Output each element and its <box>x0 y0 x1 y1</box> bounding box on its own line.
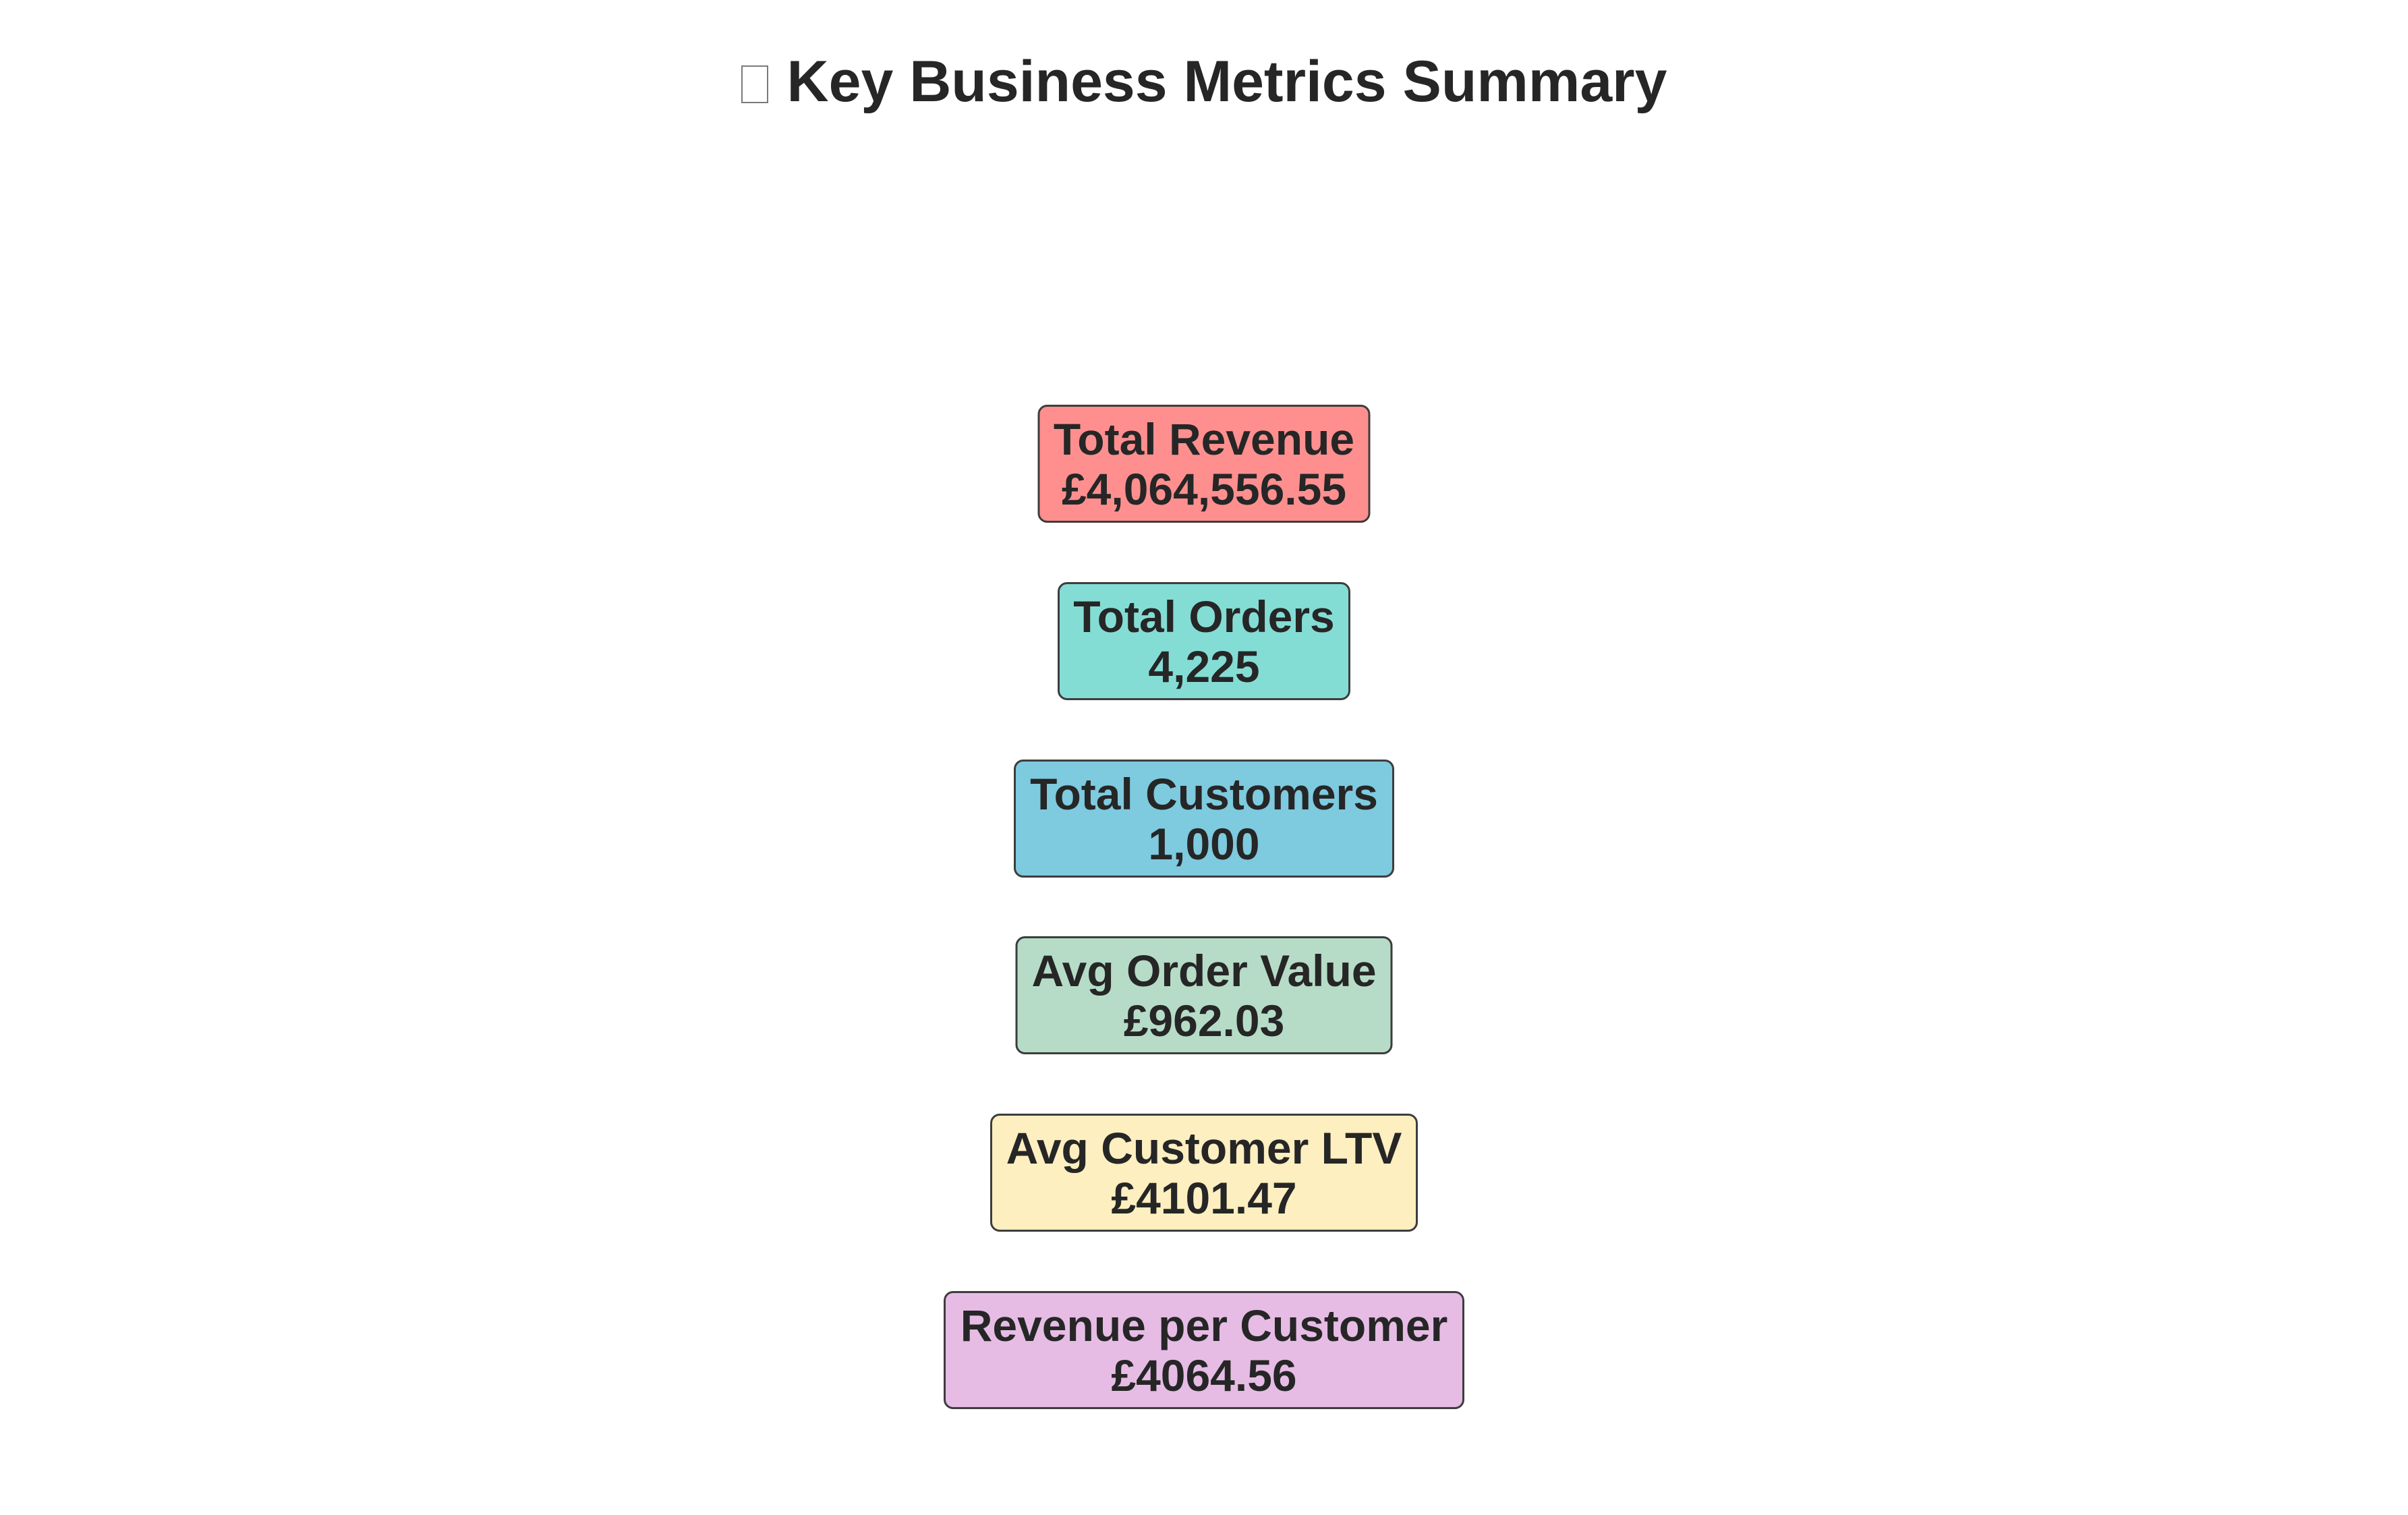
metric-value: £962.03 <box>1123 995 1285 1046</box>
metric-label: Total Customers <box>1030 768 1378 819</box>
metric-card-total-customers: Total Customers 1,000 <box>1014 760 1394 878</box>
metric-label: Total Revenue <box>1053 413 1355 464</box>
metric-value: £4064.56 <box>1111 1350 1297 1400</box>
metric-label: Avg Order Value <box>1031 945 1377 996</box>
metric-value: £4,064,556.55 <box>1061 463 1347 514</box>
metric-value: £4101.47 <box>1111 1172 1297 1223</box>
metric-card-avg-customer-ltv: Avg Customer LTV £4101.47 <box>990 1114 1418 1232</box>
metric-card-avg-order-value: Avg Order Value £962.03 <box>1015 936 1393 1054</box>
metric-label: Avg Customer LTV <box>1006 1122 1402 1173</box>
metric-card-revenue-per-customer: Revenue per Customer £4064.56 <box>944 1291 1464 1409</box>
metric-label: Total Orders <box>1073 591 1335 641</box>
metric-value: 1,000 <box>1148 818 1260 869</box>
chart-title: Key Business Metrics Summary <box>0 53 2408 111</box>
chart-icon <box>741 65 768 103</box>
metric-card-total-revenue: Total Revenue £4,064,556.55 <box>1037 405 1371 523</box>
metric-label: Revenue per Customer <box>960 1300 1448 1350</box>
metric-card-total-orders: Total Orders 4,225 <box>1058 582 1350 700</box>
metric-value: 4,225 <box>1148 641 1260 691</box>
chart-title-text: Key Business Metrics Summary <box>786 49 1667 114</box>
